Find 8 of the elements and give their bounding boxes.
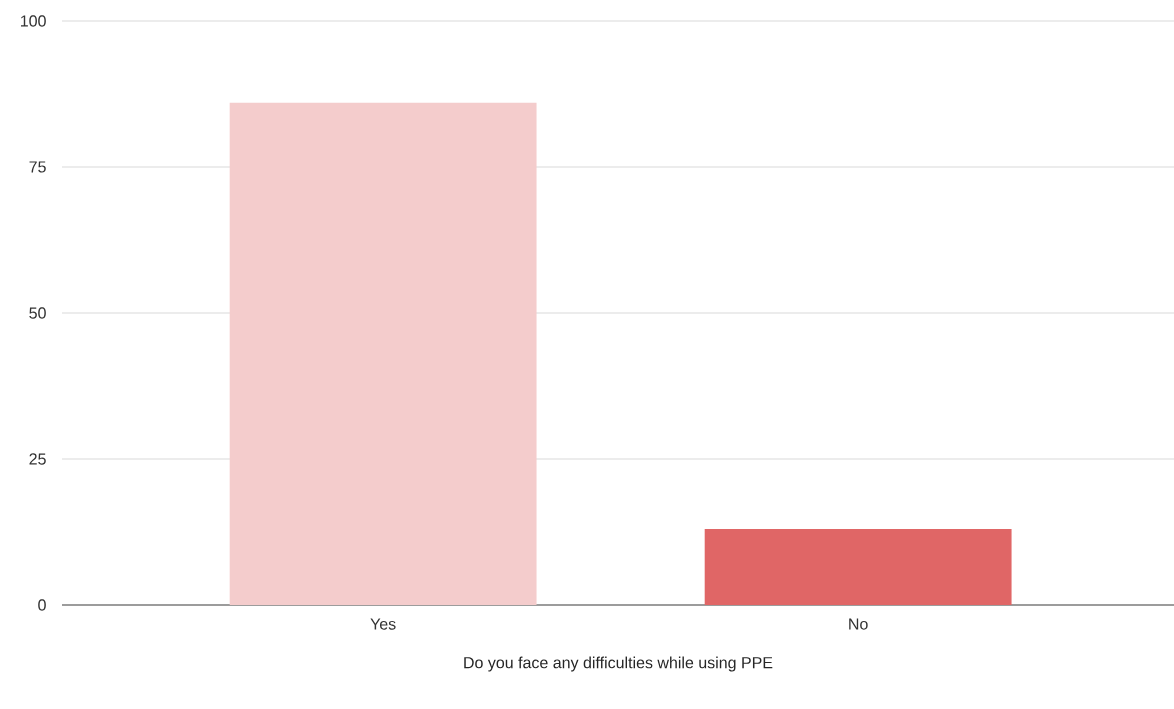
- y-tick-label: 0: [38, 599, 46, 611]
- y-tick-label: 50: [29, 307, 46, 319]
- y-tick-label: 100: [20, 15, 46, 27]
- x-tick-label: No: [849, 618, 868, 630]
- y-tick-label: 25: [29, 453, 46, 465]
- x-axis-title: Do you face any difficulties while using PPE: [464, 656, 773, 672]
- x-tick-label: Yes: [370, 618, 396, 630]
- y-tick-label: 75: [29, 161, 46, 173]
